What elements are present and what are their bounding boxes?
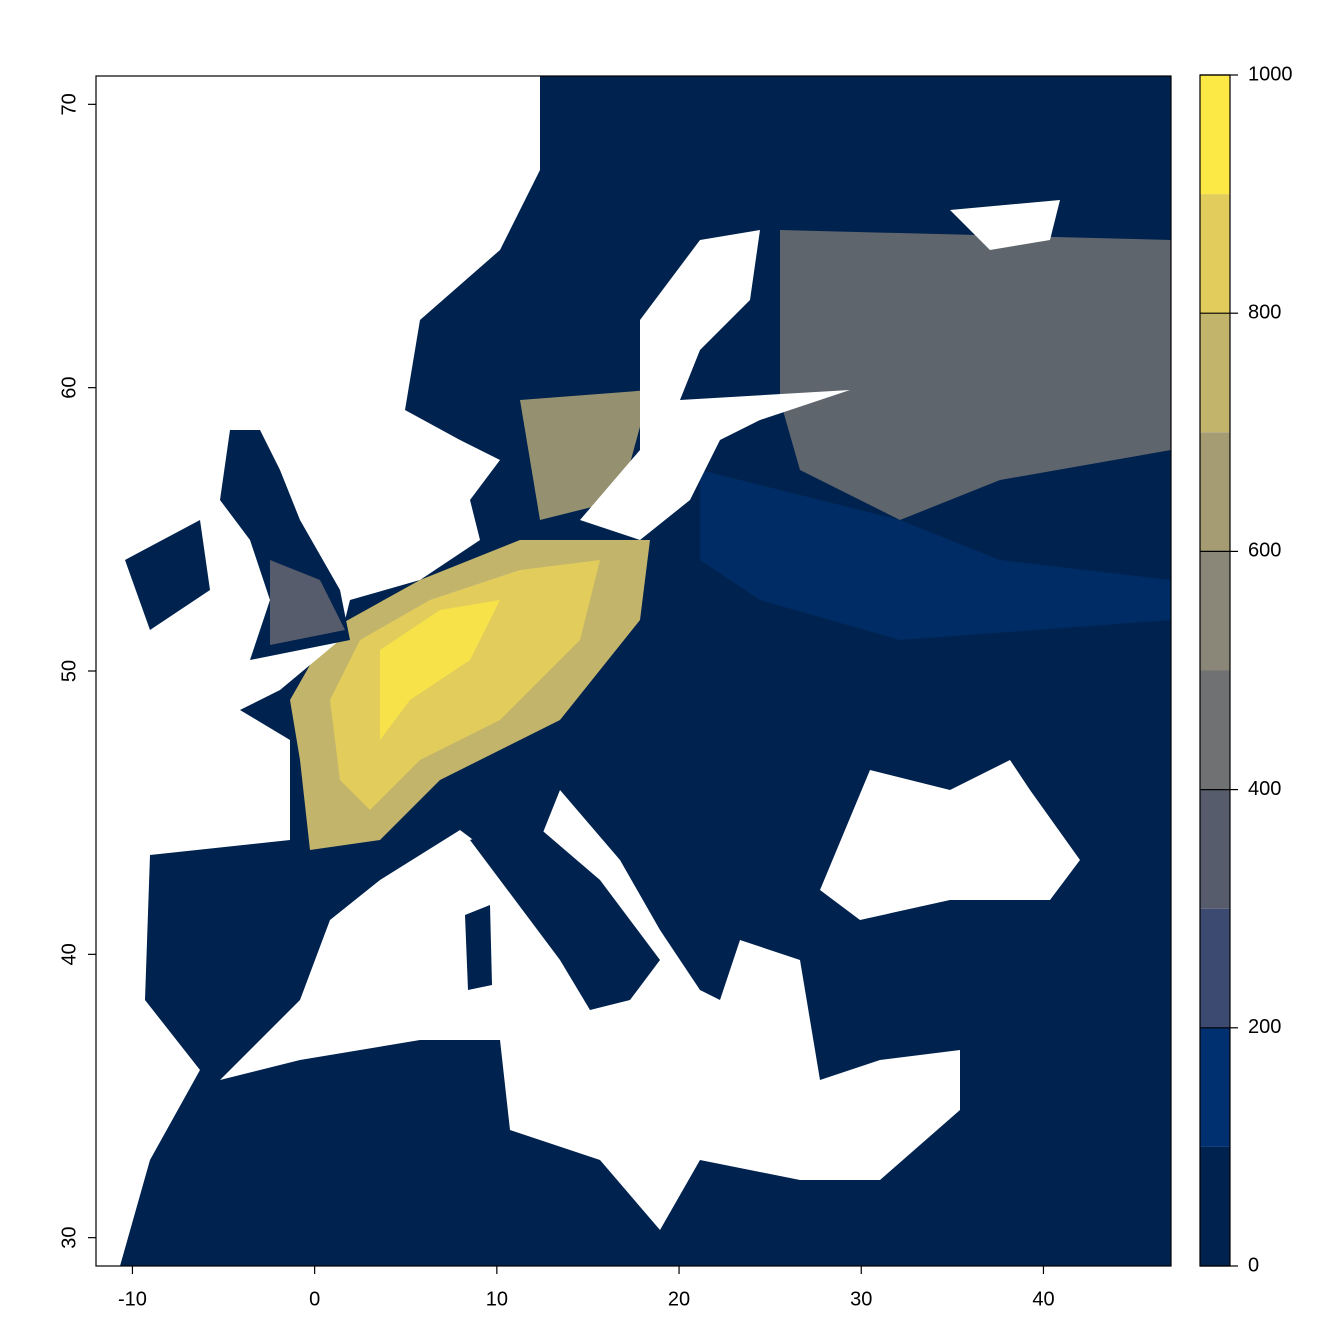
colorbar-band bbox=[1200, 194, 1230, 314]
colorbar-tick-label: 0 bbox=[1248, 1254, 1259, 1276]
land-low bbox=[700, 470, 1171, 640]
x-tick-label: 40 bbox=[1032, 1288, 1054, 1310]
sea bbox=[820, 760, 1080, 920]
land-mid bbox=[270, 560, 345, 645]
colorbar-band bbox=[1200, 313, 1230, 433]
colorbar-band bbox=[1200, 789, 1230, 909]
x-tick-label: 0 bbox=[309, 1288, 320, 1310]
x-tick-label: 10 bbox=[486, 1288, 508, 1310]
land bbox=[125, 520, 210, 630]
sea bbox=[950, 200, 1060, 250]
land bbox=[470, 820, 660, 1010]
x-tick-label: 30 bbox=[850, 1288, 872, 1310]
colorbar-band bbox=[1200, 551, 1230, 671]
y-tick-label: 60 bbox=[58, 377, 80, 399]
colorbar-band bbox=[1200, 908, 1230, 1028]
colorbar-tick-label: 1000 bbox=[1248, 63, 1293, 85]
colorbar-band bbox=[1200, 670, 1230, 790]
x-tick-label: 20 bbox=[668, 1288, 690, 1310]
land bbox=[465, 905, 492, 990]
y-tick-label: 50 bbox=[58, 660, 80, 682]
map-raster bbox=[96, 76, 1171, 1266]
sea bbox=[580, 230, 850, 540]
colorbar-band bbox=[1200, 1027, 1230, 1147]
land-high bbox=[380, 600, 500, 740]
land-mid bbox=[780, 230, 1171, 520]
y-tick-label: 40 bbox=[58, 943, 80, 965]
colorbar-band bbox=[1200, 1146, 1230, 1266]
colorbar-tick-label: 800 bbox=[1248, 301, 1281, 323]
sea bbox=[96, 76, 540, 1266]
land-high bbox=[330, 560, 600, 810]
colorbar-band bbox=[1200, 432, 1230, 552]
colorbar-tick-label: 600 bbox=[1248, 540, 1281, 562]
colorbar-band bbox=[1200, 75, 1230, 195]
colorbar-tick-label: 200 bbox=[1248, 1016, 1281, 1038]
y-tick-label: 70 bbox=[58, 93, 80, 115]
x-tick-label: -10 bbox=[118, 1288, 147, 1310]
colorbar-tick-label: 400 bbox=[1248, 778, 1281, 800]
y-tick-label: 30 bbox=[58, 1227, 80, 1249]
